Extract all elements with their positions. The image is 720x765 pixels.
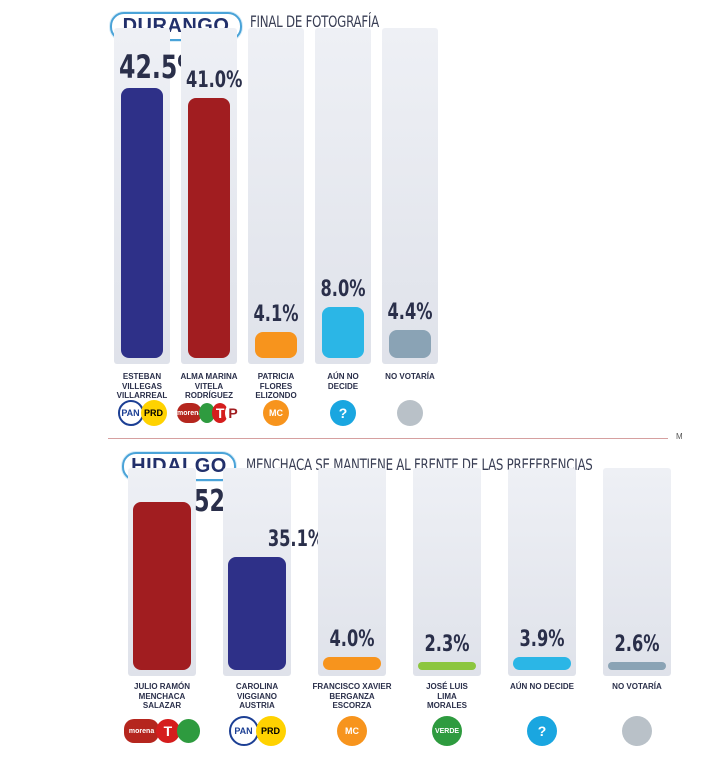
data-label: 2.6%: [614, 631, 660, 657]
party-logo-icon: morena T P: [177, 400, 242, 426]
party-emblem-icon: ?: [330, 400, 356, 426]
party-emblem-icon: T: [156, 719, 180, 743]
candidate-label: JULIO RAMÓN MENCHACA SALAZAR: [122, 682, 202, 711]
candidate-label-line: VILLEGAS: [121, 381, 162, 391]
column-bg: [413, 468, 481, 676]
candidate-label-line: ESTEBAN: [122, 372, 162, 381]
party-logo-icon: ?: [504, 716, 580, 746]
party-logo-icon: ?: [311, 400, 375, 426]
party-emblem-icon: morena: [124, 719, 160, 743]
data-label: 4.0%: [329, 627, 375, 653]
candidate-label-line: AÚN NO DECIDE: [509, 682, 574, 691]
party-emblem-icon: T: [212, 403, 229, 423]
party-emblem-icon: ?: [527, 716, 557, 746]
candidate-label: NO VOTARÍA: [376, 372, 444, 382]
party-emblem-icon: PAN: [228, 716, 259, 746]
candidate-label: NO VOTARÍA: [597, 682, 677, 692]
candidate-label: ESTEBAN VILLEGAS VILLARREAL: [108, 372, 176, 401]
candidate-label: FRANCISCO XAVIER BERGANZA ESCORZA: [312, 682, 392, 711]
party-logo-icon: PAN PRD: [110, 400, 174, 426]
candidate-label-line: VILLARREAL: [116, 391, 168, 400]
candidate-label-line: CAROLINA: [235, 682, 279, 691]
candidate-label-line: AUSTRIA: [239, 701, 275, 710]
candidate-label: AÚN NO DECIDE: [309, 372, 377, 391]
data-label: 2.3%: [424, 632, 470, 657]
party-emblem-icon: [176, 719, 200, 743]
candidate-label-line: SALAZAR: [142, 701, 182, 710]
candidate-label-line: VITELA: [194, 381, 224, 391]
column-bg: [382, 28, 438, 364]
party-logo-icon: morena T: [124, 716, 200, 746]
party-logo-icon: [599, 716, 675, 746]
party-emblem-icon: PRD: [140, 400, 167, 426]
bar: [188, 97, 230, 358]
data-label: 8.0%: [320, 277, 366, 303]
party-logo-icon: MC: [244, 400, 308, 426]
bar: [322, 307, 364, 358]
candidate-label-line: ALMA MARINA: [180, 372, 238, 381]
bar: [513, 657, 571, 670]
party-emblem-icon: morena: [177, 403, 203, 423]
party-emblem-icon: [199, 403, 216, 423]
column-bg: [318, 468, 386, 676]
data-label: 3.9%: [519, 627, 565, 653]
party-emblem-icon: P: [225, 403, 242, 423]
candidate-label-line: BERGANZA: [329, 691, 375, 701]
candidate-label-line: NO VOTARÍA: [612, 682, 662, 691]
column-bg: [603, 468, 671, 676]
candidate-label-line: ELIZONDO: [255, 391, 297, 400]
durango-chart: DURANGO FINAL DE FOTOGRAFÍA 42.5% ESTEBAN…: [108, 8, 438, 428]
candidate-label-line: FLORES: [259, 381, 293, 391]
candidate-label: ALMA MARINA VITELA RODRÍGUEZ: [175, 372, 243, 401]
candidate-label-line: VIGGIANO: [236, 691, 277, 701]
party-logo-icon: MC: [314, 716, 390, 746]
corner-mark: M: [676, 432, 683, 441]
party-logo-icon: VERDE: [409, 716, 485, 746]
candidate-label-line: RODRÍGUEZ: [185, 391, 233, 400]
data-label: 4.1%: [253, 301, 299, 327]
party-emblem-icon: PAN: [117, 400, 144, 426]
party-emblem-icon: [622, 716, 652, 746]
candidate-label-line: MORALES: [427, 701, 467, 710]
party-emblem-icon: VERDE: [432, 716, 462, 746]
data-label: 41.0%: [186, 67, 243, 93]
candidate-label: CAROLINA VIGGIANO AUSTRIA: [217, 682, 297, 711]
data-label: 42.5%: [119, 48, 201, 86]
bar: [121, 88, 163, 358]
bar: [389, 330, 431, 358]
party-emblem-icon: [397, 400, 423, 426]
bar: [418, 662, 476, 670]
candidate-label-line: JULIO RAMÓN: [134, 682, 190, 691]
bar: [228, 556, 286, 670]
party-emblem-icon: MC: [337, 716, 367, 746]
hidalgo-chart: HIDALGO MENCHACA SE MANTIENE AL FRENTE D…: [108, 444, 690, 760]
candidate-label: PATRICIA FLORES ELIZONDO: [242, 372, 310, 401]
bar: [255, 331, 297, 358]
candidate-label-line: MENCHACA: [138, 691, 186, 701]
bar: [323, 657, 381, 670]
column-bg: [508, 468, 576, 676]
candidate-label-line: JOSÉ LUIS: [426, 682, 468, 691]
candidate-label-line: FRANCISCO XAVIER: [312, 682, 392, 691]
party-emblem-icon: MC: [263, 400, 289, 426]
bar: [608, 661, 666, 670]
candidate-label-line: PATRICIA: [257, 372, 295, 381]
candidate-label-line: NO VOTARÍA: [385, 372, 435, 381]
candidate-label: AÚN NO DECIDE: [502, 682, 582, 692]
party-logo-icon: PAN PRD: [219, 716, 295, 746]
column-bg: [248, 28, 304, 364]
data-label: 4.4%: [387, 300, 433, 326]
candidate-label-line: AÚN NO: [327, 372, 359, 381]
candidate-label: JOSÉ LUIS LIMA MORALES: [407, 682, 487, 711]
candidate-label-line: DECIDE: [327, 381, 359, 391]
divider: [108, 438, 668, 439]
bar: [133, 502, 191, 670]
party-logo-icon: [378, 400, 442, 426]
candidate-label-line: LIMA: [437, 691, 457, 701]
chart-title: FINAL DE FOTOGRAFÍA: [250, 12, 379, 31]
candidate-label-line: ESCORZA: [332, 701, 372, 710]
party-emblem-icon: PRD: [255, 716, 286, 746]
data-label: 35.1%: [267, 526, 325, 552]
